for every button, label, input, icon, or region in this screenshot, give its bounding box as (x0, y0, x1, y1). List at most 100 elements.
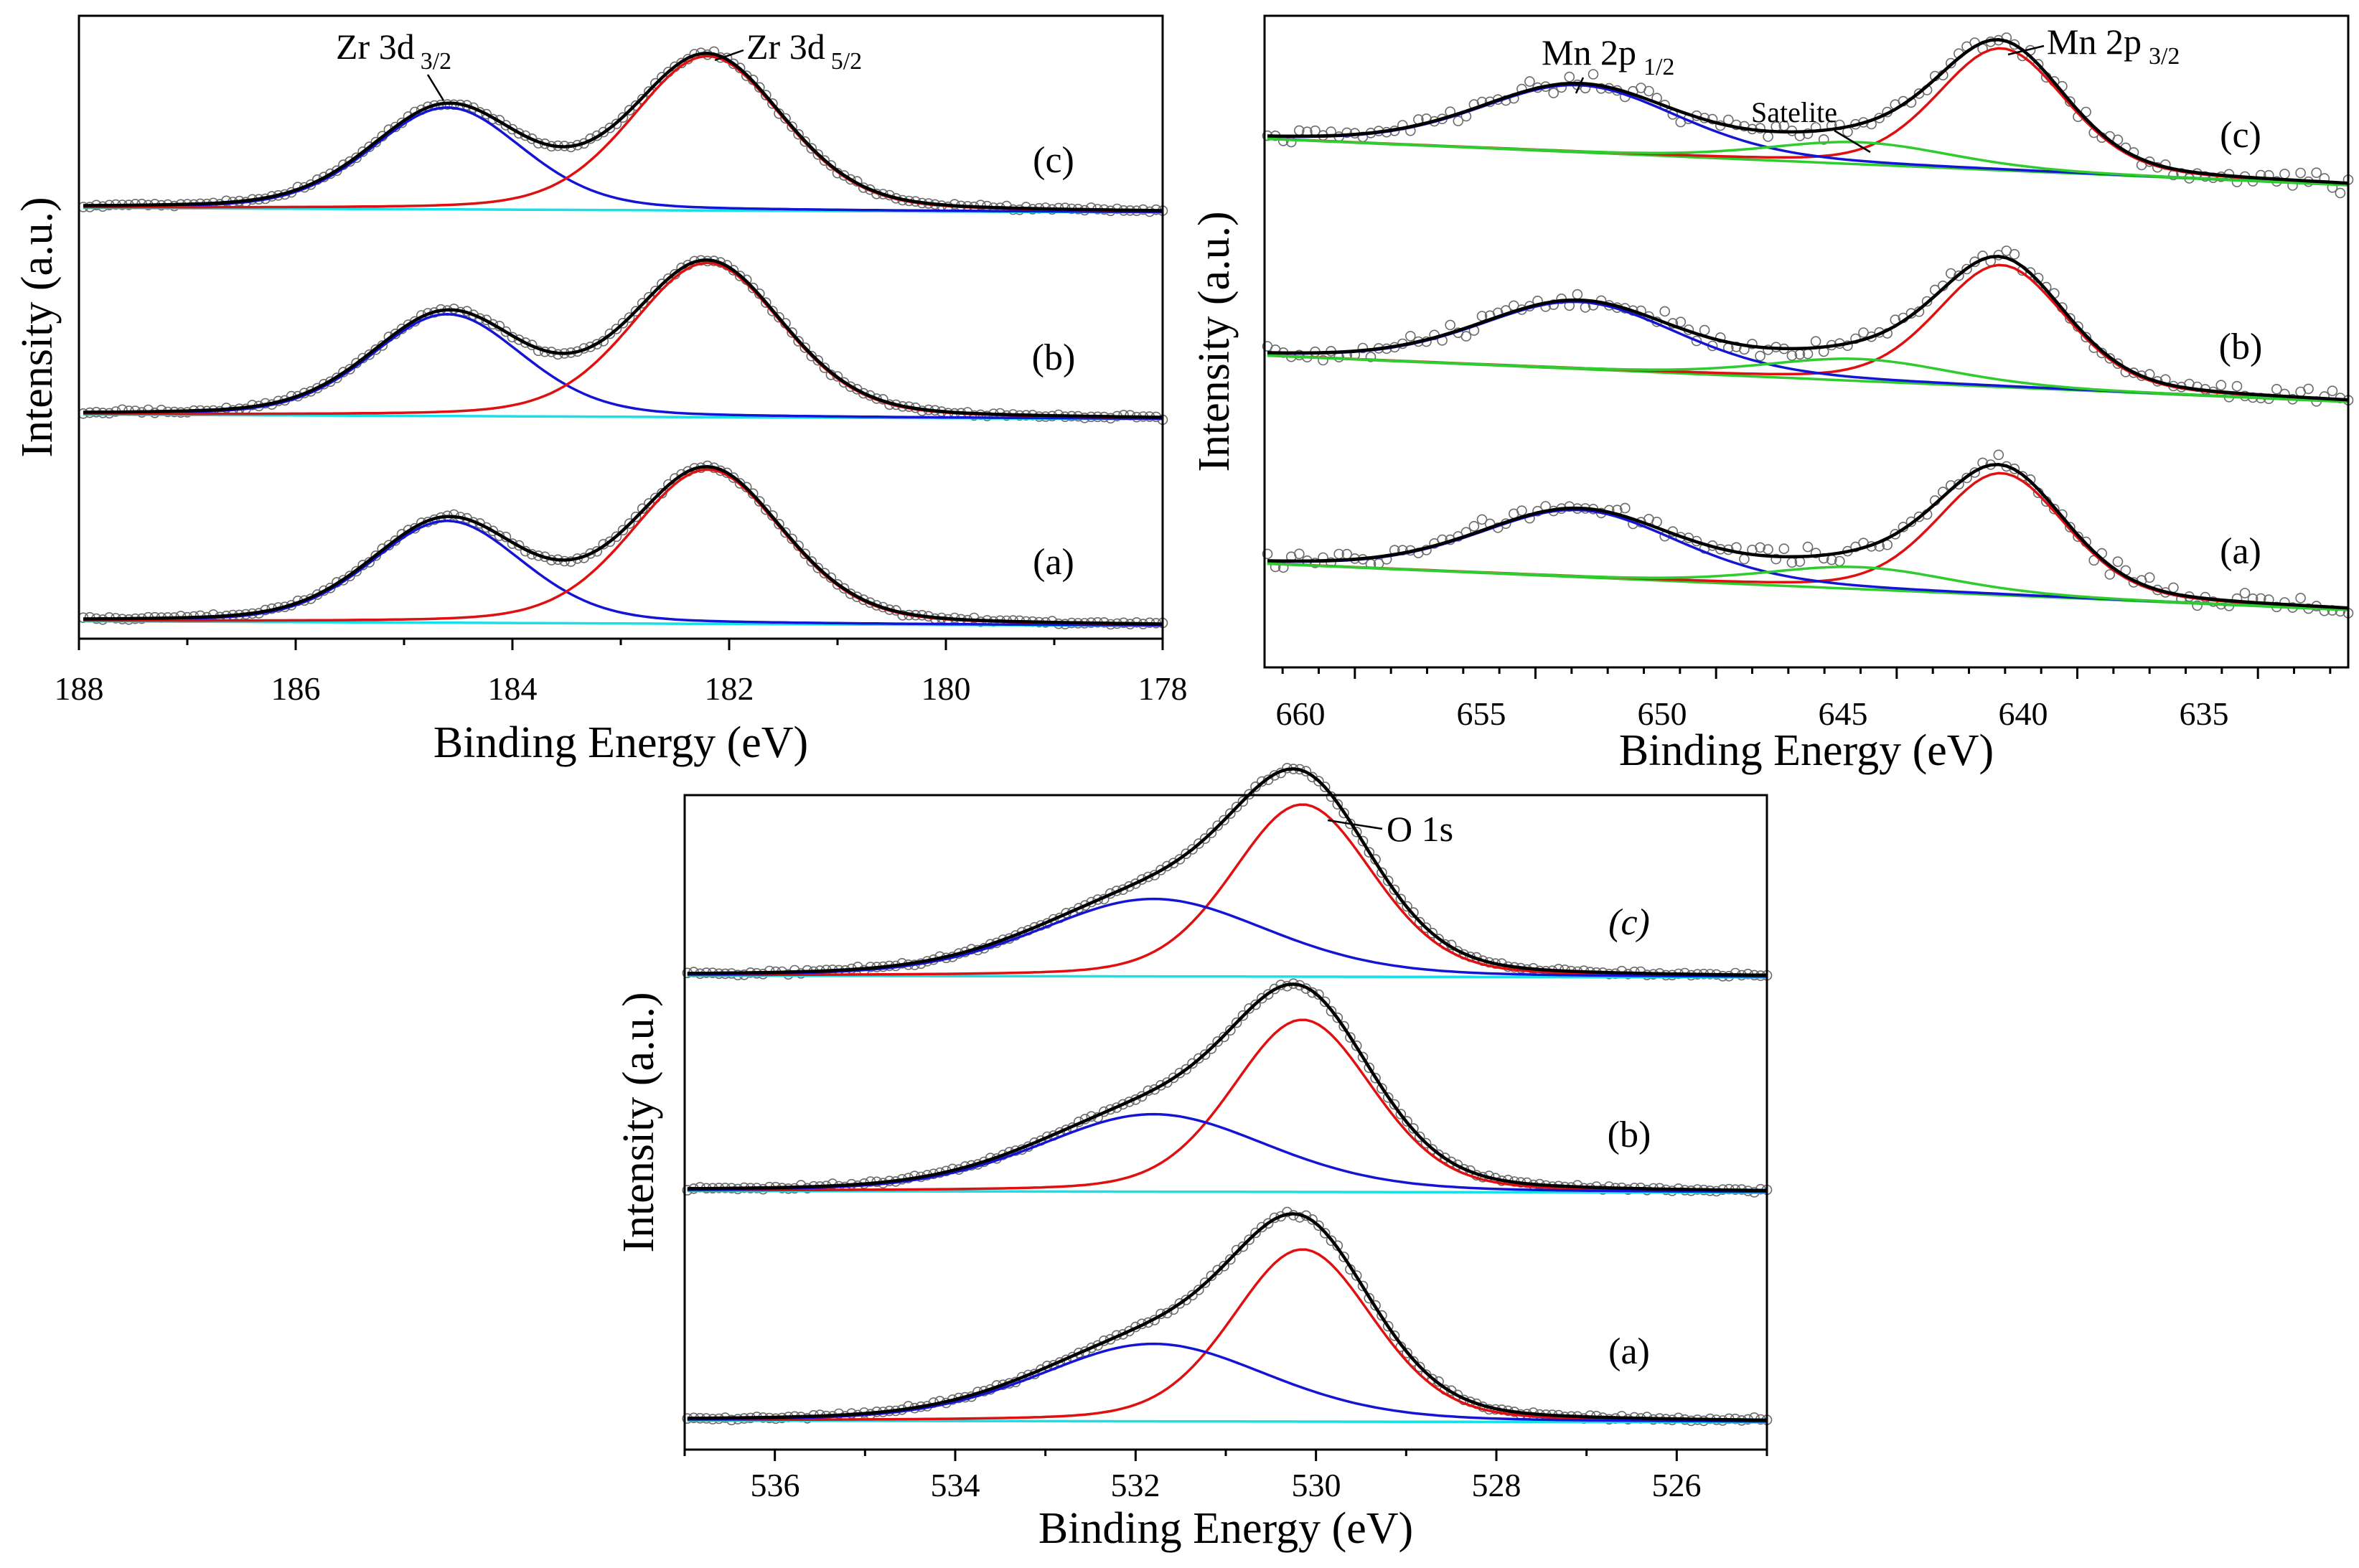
o1s-y-axis-title: Intensity (a.u.) (614, 992, 663, 1252)
data-point (604, 328, 616, 339)
background-line (687, 1189, 1767, 1194)
data-point (1699, 324, 1710, 336)
data-point (767, 98, 778, 109)
data-point (819, 362, 830, 373)
mn2p-peak-annotation-1-2: Mn 2p 1/2 (1542, 32, 1674, 94)
data-point (1468, 520, 1480, 532)
data-point (787, 327, 797, 338)
data-point (761, 90, 772, 100)
data-point (1250, 1227, 1261, 1239)
data-point (1181, 1295, 1191, 1305)
data-point (1763, 131, 1773, 142)
data-point (1250, 781, 1261, 792)
data-point (1402, 1116, 1412, 1127)
zr-3d-5-2-component-curve (83, 55, 1163, 212)
zr3d-sample-label-c: (c) (1033, 140, 1074, 181)
svg-text:Mn 2p3/2: Mn 2p 3/2 (2047, 22, 2180, 70)
data-point (1402, 901, 1412, 912)
data-point (1818, 134, 1829, 145)
o1s-peak-annotation: O 1s (1327, 809, 1453, 849)
data-point (1675, 316, 1687, 328)
data-point (747, 282, 759, 294)
sample-a-spectrum (682, 1206, 1773, 1427)
x-tick-label: 534 (931, 1467, 980, 1503)
data-point (1351, 1040, 1362, 1051)
annotation-subscript: 3/2 (2149, 43, 2180, 70)
data-point (1237, 1010, 1249, 1021)
data-point (1326, 1235, 1337, 1247)
mn2p-sample-label-b: (b) (2219, 327, 2263, 367)
data-point (566, 556, 576, 567)
data-point (1326, 1005, 1337, 1017)
data-point (774, 518, 784, 530)
x-tick-label: 188 (55, 670, 104, 707)
zr3d-panel: 188 186 184 182 180 178 Binding Energy (… (13, 14, 1188, 767)
data-point (1244, 1234, 1254, 1245)
zr3d-x-axis-title: Binding Energy (eV) (433, 718, 808, 767)
data-point (1382, 875, 1394, 886)
data-point (1357, 1280, 1369, 1292)
data-point (2192, 600, 2203, 611)
data-point (1755, 123, 1765, 133)
data-point (1318, 355, 1328, 366)
data-point (754, 496, 765, 507)
data-point (344, 364, 355, 375)
data-point (734, 271, 746, 281)
data-point (1691, 335, 1702, 347)
data-point (1219, 814, 1229, 826)
data-point (1307, 771, 1318, 783)
data-point (1739, 553, 1750, 565)
data-point (630, 511, 642, 522)
svg-text:Zr 3d3/2: Zr 3d 3/2 (336, 27, 451, 75)
data-point (1890, 529, 1901, 540)
data-point (1913, 511, 1925, 522)
data-point (1257, 1221, 1267, 1233)
data-point (1377, 867, 1387, 878)
data-point (1357, 342, 1369, 354)
x-tick-label: 184 (488, 670, 538, 707)
data-point (1313, 989, 1324, 1000)
data-point (1225, 1254, 1236, 1265)
data-point (338, 575, 349, 586)
data-point (1174, 1298, 1186, 1309)
data-point (819, 568, 830, 579)
data-point (1319, 781, 1331, 792)
data-point (1181, 848, 1191, 859)
annotation-leader-line (2007, 44, 2045, 56)
data-point (1193, 838, 1204, 849)
data-point (487, 525, 499, 537)
data-point (1377, 1083, 1387, 1094)
x-tick-label: 650 (1638, 695, 1687, 732)
x-tick-label: 660 (1276, 695, 1326, 732)
data-point (1357, 835, 1369, 847)
envelope-curve (687, 767, 1768, 977)
data-point (1786, 350, 1798, 361)
mn2p-plot-frame (1263, 14, 2350, 669)
data-point (1946, 268, 1956, 279)
data-point (1445, 319, 1455, 331)
data-point (1181, 1064, 1191, 1075)
x-tick-label: 645 (1819, 695, 1868, 732)
data-point (1747, 339, 1758, 349)
data-point (969, 612, 980, 624)
data-point (787, 533, 797, 545)
data-point (1357, 1051, 1369, 1063)
data-point (793, 128, 804, 140)
data-point (1395, 1109, 1407, 1119)
data-point (2025, 267, 2036, 278)
x-tick-label: 186 (271, 670, 321, 707)
data-point (2271, 383, 2282, 395)
data-point (1124, 881, 1135, 892)
data-point (799, 136, 810, 147)
data-point (1659, 306, 1670, 317)
data-point (1193, 1053, 1204, 1064)
data-point (1351, 827, 1362, 837)
data-point (1124, 1325, 1135, 1337)
sample-c-spectrum (78, 46, 1168, 217)
mn2p-y-axis-title: Intensity (a.u.) (1190, 211, 1239, 471)
lattice-oxygen-component-curve (687, 1248, 1767, 1422)
data-point (799, 342, 810, 353)
data-point (1338, 1252, 1349, 1262)
data-point (1338, 1020, 1349, 1032)
data-point (1402, 1348, 1412, 1358)
